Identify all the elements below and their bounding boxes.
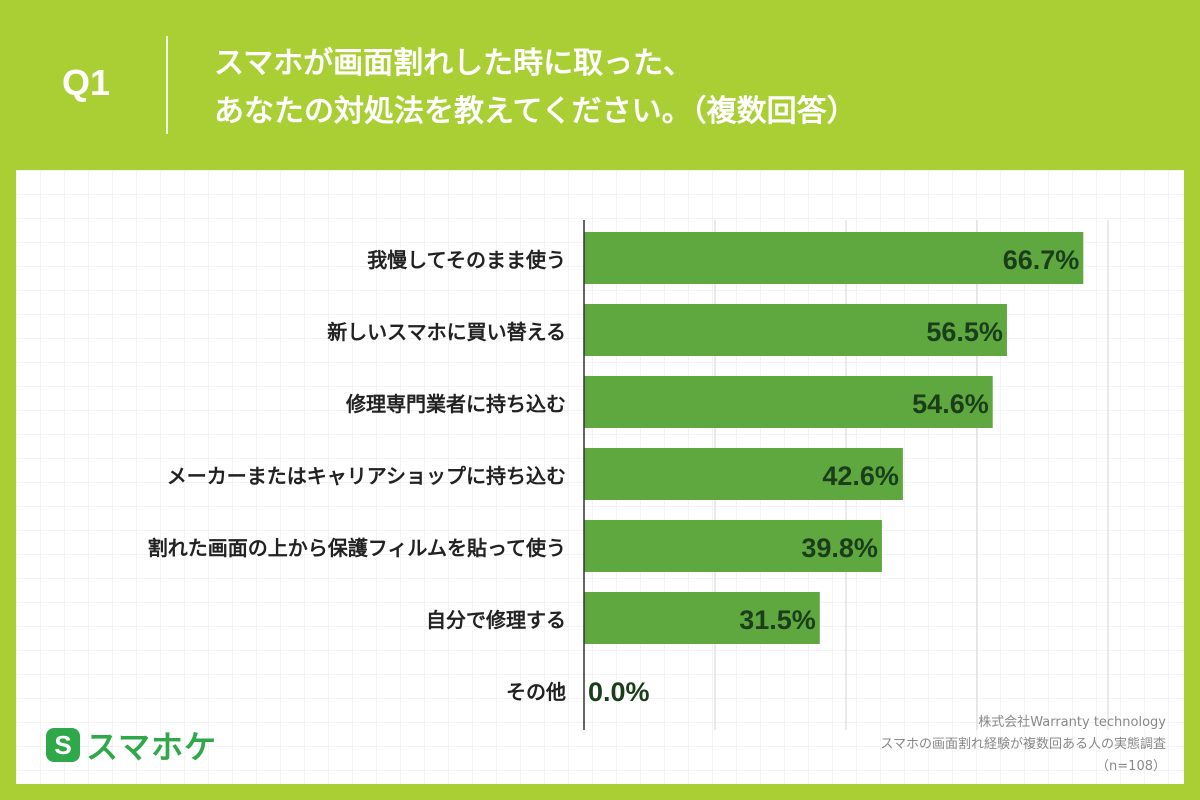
- data-label: 39.8%: [801, 533, 878, 563]
- data-label: 0.0%: [588, 677, 650, 707]
- bar: [584, 232, 1084, 284]
- logo-text: スマホケ: [86, 728, 218, 766]
- source-sample: （n=108）: [1096, 759, 1166, 774]
- bar: [584, 376, 993, 428]
- question-line-2: あなたの対処法を教えてください。（複数回答）: [214, 94, 857, 129]
- category-label: 割れた画面の上から保護フィルムを貼って使う: [148, 536, 566, 560]
- source-company: 株式会社Warranty technology: [978, 715, 1166, 730]
- source-survey: スマホの画面割れ経験が複数回ある人の実態調査: [880, 737, 1166, 752]
- category-label: メーカーまたはキャリアショップに持ち込む: [167, 464, 566, 488]
- category-label: 我慢してそのまま使う: [367, 248, 566, 272]
- question-line-1: スマホが画面割れした時に取った、: [214, 46, 694, 81]
- data-label: 42.6%: [822, 461, 899, 491]
- question-title: スマホが画面割れした時に取った、 あなたの対処法を教えてください。（複数回答）: [214, 40, 857, 136]
- data-label: 56.5%: [926, 317, 1003, 347]
- brand-logo: S スマホケ: [46, 722, 217, 768]
- category-label: その他: [506, 680, 566, 704]
- source-note: 株式会社Warranty technology スマホの画面割れ経験が複数回ある…: [880, 712, 1166, 778]
- bar: [584, 304, 1007, 356]
- logo-s-icon: S: [46, 728, 80, 762]
- category-label: 自分で修理する: [426, 608, 566, 632]
- data-label: 31.5%: [739, 605, 816, 635]
- data-label: 54.6%: [912, 389, 989, 419]
- category-label: 新しいスマホに買い替える: [327, 320, 566, 344]
- bar: [584, 592, 820, 644]
- bar: [584, 520, 882, 572]
- header: Q1 スマホが画面割れした時に取った、 あなたの対処法を教えてください。（複数回…: [0, 0, 1200, 170]
- data-label: 66.7%: [1003, 245, 1080, 275]
- question-number: Q1: [62, 62, 111, 103]
- bar: [584, 448, 903, 500]
- category-label: 修理専門業者に持ち込む: [345, 392, 566, 416]
- header-divider: [166, 36, 168, 134]
